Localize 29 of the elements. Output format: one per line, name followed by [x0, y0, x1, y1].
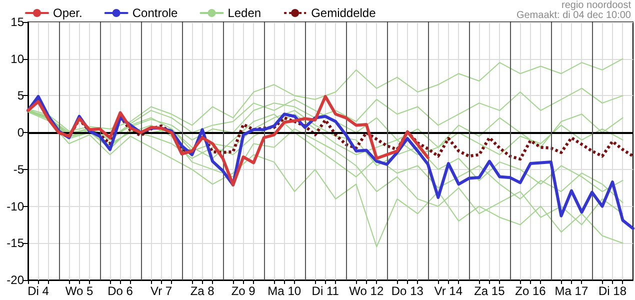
y-tick-label: 0 [17, 126, 24, 140]
x-tick-label: Wo 5 [65, 284, 94, 298]
y-tick-label: 5 [17, 88, 24, 103]
x-tick-label: Di 4 [28, 284, 50, 298]
y-tick-label: -5 [13, 162, 24, 176]
x-tick-label: Za 15 [474, 284, 506, 298]
legend-label: Controle [132, 6, 178, 20]
y-tick-label: 15 [10, 15, 24, 29]
x-tick-label: Di 11 [312, 284, 340, 298]
legend-label: Leden [228, 6, 262, 20]
x-tick-label: Vr 14 [434, 284, 463, 298]
y-tick-label: -20 [6, 273, 24, 287]
text: Gemaakt: di 04 dec 10:00 [516, 10, 632, 21]
legend-label: Gemiddelde [311, 6, 376, 20]
y-tick-label: -15 [6, 236, 24, 250]
x-tick-label: Di 18 [598, 284, 627, 298]
x-tick-label: Vr 7 [150, 284, 172, 298]
y-tick-label: -10 [6, 199, 24, 214]
x-tick-label: Do 6 [108, 284, 134, 298]
x-tick-label: Zo 9 [231, 284, 256, 298]
legend-label: Oper. [53, 6, 82, 20]
x-tick-label: Za 8 [190, 284, 215, 298]
x-tick-label: Zo 16 [515, 284, 546, 298]
x-tick-label: Ma 10 [268, 284, 302, 298]
y-tick-label: 10 [10, 52, 24, 66]
x-tick-label: Wo 12 [349, 284, 384, 298]
x-tick-label: Ma 17 [554, 284, 588, 298]
x-tick-label: Do 13 [391, 284, 424, 298]
text: regio noordoost [562, 0, 632, 11]
